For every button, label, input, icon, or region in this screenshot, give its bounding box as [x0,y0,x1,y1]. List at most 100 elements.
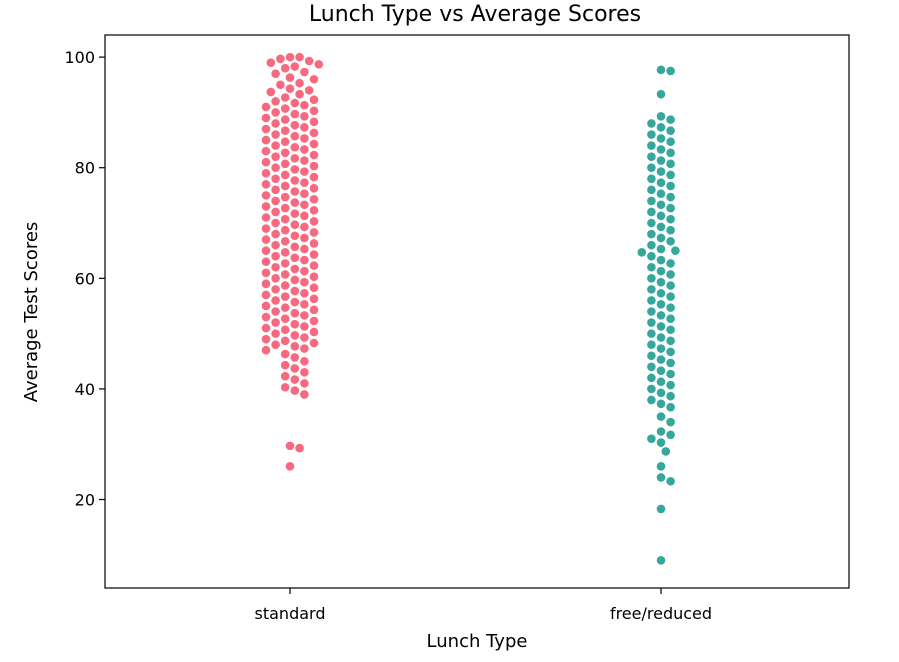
data-point-free-reduced [665,203,676,213]
data-point-standard [299,199,310,210]
data-point-standard [280,291,291,302]
data-point-free-reduced [665,391,676,402]
data-point-free-reduced [660,446,671,457]
data-point-standard [275,53,286,64]
data-point-standard [280,371,291,382]
data-point-standard [299,389,310,400]
data-point-standard [280,335,291,346]
data-point-standard [289,120,300,131]
data-point-standard [280,158,291,169]
data-point-standard [280,360,291,371]
data-point-standard [289,219,300,230]
data-point-free-reduced [656,504,666,514]
data-point-standard [299,321,310,332]
data-point-standard [280,349,291,359]
data-point-standard [261,201,271,212]
data-point-free-reduced [646,218,657,228]
data-point-free-reduced [656,354,666,365]
data-point-standard [289,264,300,274]
data-point-standard [261,223,271,234]
data-point-standard [309,216,319,227]
data-point-free-reduced [665,313,676,324]
data-point-standard [289,241,300,252]
data-point-standard [270,273,281,284]
data-point-free-reduced [646,433,657,444]
data-point-standard [280,247,291,258]
data-point-standard [309,150,319,160]
data-point-standard [270,240,281,251]
data-point-free-reduced [665,192,676,202]
data-point-free-reduced [656,277,666,288]
data-point-standard [261,157,271,168]
data-point-free-reduced [665,417,676,427]
data-point-free-reduced [646,372,657,383]
data-point-standard [270,229,281,239]
data-point-free-reduced [656,343,666,354]
data-point-standard [299,310,310,321]
data-point-standard [289,252,300,263]
data-point-standard [265,87,276,97]
data-point-free-reduced [656,426,666,437]
data-point-standard [309,161,319,171]
x-tick-label: free/reduced [610,604,712,623]
data-point-standard [289,297,300,307]
data-point-free-reduced [665,291,676,302]
data-point-standard [261,312,271,322]
data-point-free-reduced [665,280,676,291]
y-tick-label: 40 [75,380,95,399]
data-point-free-reduced [646,317,657,328]
data-point-standard [289,208,300,219]
data-point-standard [299,367,310,378]
data-point-free-reduced [665,369,676,379]
data-point-free-reduced [656,437,666,448]
data-point-standard [299,100,310,111]
data-point-standard [261,190,271,201]
data-point-standard [280,269,291,280]
data-point-standard [261,301,271,311]
data-point-free-reduced [656,188,666,199]
data-point-free-reduced [665,214,676,225]
data-point-standard [280,103,291,114]
data-point-standard [289,330,300,341]
data-point-standard [280,181,291,191]
data-point-standard [270,173,281,184]
data-point-free-reduced [656,332,666,343]
data-point-standard [289,98,300,108]
data-point-free-reduced [665,158,676,169]
y-tick-label: 80 [75,159,95,178]
data-point-free-reduced [665,335,676,346]
data-point-standard [261,345,271,356]
data-point-free-reduced [656,199,666,210]
data-point-standard [275,79,286,90]
data-point-standard [280,214,291,225]
data-point-standard [280,114,291,125]
data-point-standard [309,249,319,260]
data-point-standard [294,52,305,63]
data-point-standard [280,382,291,393]
data-point-standard [270,339,281,350]
data-point-standard [289,286,300,296]
data-point-standard [304,85,315,96]
data-point-standard [299,111,310,122]
data-point-free-reduced [665,236,676,247]
data-point-standard [309,327,319,337]
data-point-standard [299,244,310,254]
data-point-standard [270,317,281,328]
data-point-standard [270,162,281,173]
data-point-free-reduced [665,258,676,269]
data-point-standard [299,343,310,354]
data-point-standard [270,251,281,262]
data-point-free-reduced [656,111,666,122]
data-point-standard [299,221,310,232]
data-point-standard [270,107,281,118]
data-point-standard [309,338,319,348]
data-point-free-reduced [665,170,676,180]
data-point-free-reduced [656,155,666,166]
data-point-standard [270,295,281,306]
data-point-standard [299,188,310,199]
data-point-free-reduced [646,350,657,361]
data-point-standard [270,184,281,195]
data-point-standard [289,197,300,208]
data-point-standard [294,78,305,89]
